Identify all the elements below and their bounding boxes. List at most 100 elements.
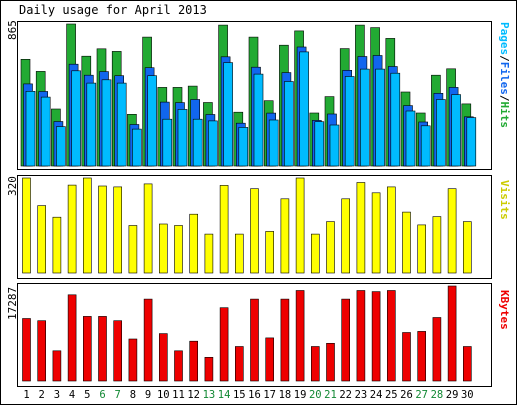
x-tick-label-25: 25 <box>385 389 398 401</box>
visits-bar-23 <box>356 182 366 274</box>
x-tick-label-15: 15 <box>233 389 246 401</box>
pages-bar-8 <box>132 128 142 167</box>
pages-bar-27 <box>420 125 431 167</box>
visits-bar-26 <box>402 211 411 274</box>
x-tick-label-10: 10 <box>157 389 170 401</box>
kbytes-bar-6 <box>98 316 107 382</box>
kbytes-bar-5 <box>83 316 92 382</box>
visits-bar-8 <box>128 225 138 274</box>
visits-bar-17 <box>265 231 275 274</box>
kbytes-bar-11 <box>174 350 183 382</box>
pages-bar-17 <box>268 119 279 167</box>
kbytes-bar-17 <box>265 337 275 382</box>
x-tick-label-12: 12 <box>187 389 200 401</box>
kbytes-bar-16 <box>250 298 259 382</box>
pages-bar-18 <box>284 81 294 167</box>
visits-bar-4 <box>67 184 77 274</box>
visits-bar-27 <box>417 224 427 274</box>
pages-bar-6 <box>101 79 112 167</box>
visits-bar-12 <box>189 213 198 274</box>
x-tick-label-21: 21 <box>324 389 337 401</box>
kbytes-bar-30 <box>462 346 472 382</box>
visits-bar-13 <box>204 233 214 274</box>
pages-bar-16 <box>253 73 264 167</box>
x-tick-label-4: 4 <box>69 389 75 401</box>
x-tick-label-14: 14 <box>218 389 231 401</box>
kbytes-bar-28 <box>432 317 442 382</box>
pages-bar-28 <box>436 99 446 167</box>
pages-bar-25 <box>390 72 401 167</box>
pages-bar-9 <box>147 75 157 167</box>
chart-title: Daily usage for April 2013 <box>19 3 207 17</box>
kbytes-bar-18 <box>280 298 290 382</box>
kbytes-bar-23 <box>356 290 366 382</box>
visits-bar-15 <box>235 233 244 274</box>
visits-bar-2 <box>37 205 47 274</box>
kbytes-bar-12 <box>189 340 198 382</box>
x-tick-label-24: 24 <box>370 389 383 401</box>
visits-bar-11 <box>174 225 183 274</box>
x-tick-label-13: 13 <box>203 389 216 401</box>
x-tick-label-17: 17 <box>263 389 276 401</box>
x-tick-label-30: 30 <box>461 389 474 401</box>
pages-bar-11 <box>177 109 188 167</box>
x-tick-label-22: 22 <box>339 389 352 401</box>
visits-bar-10 <box>159 223 168 274</box>
pages-bar-7 <box>116 82 127 167</box>
kbytes-bar-19 <box>295 290 305 382</box>
kbytes-bar-22 <box>341 298 351 382</box>
kbytes-bar-26 <box>402 332 411 382</box>
visits-bar-6 <box>98 185 107 274</box>
pages-bar-10 <box>162 118 173 167</box>
x-tick-label-6: 6 <box>99 389 105 401</box>
pages-bar-13 <box>208 120 218 167</box>
pages-bar-21 <box>329 124 340 167</box>
visits-bar-18 <box>280 198 290 274</box>
x-tick-label-11: 11 <box>172 389 185 401</box>
visits-bar-16 <box>250 188 259 274</box>
kbytes-bar-20 <box>310 346 320 382</box>
kbytes-bar-2 <box>37 320 47 382</box>
visits-bar-22 <box>341 198 351 274</box>
kbytes-bar-4 <box>67 294 77 382</box>
pages-bar-3 <box>56 126 66 167</box>
visits-bar-28 <box>432 216 442 274</box>
x-tick-label-2: 2 <box>39 389 45 401</box>
x-tick-label-1: 1 <box>23 389 29 401</box>
kbytes-bar-24 <box>371 291 381 382</box>
pages-bar-22 <box>344 76 355 167</box>
kbytes-bar-29 <box>447 285 457 382</box>
x-tick-label-28: 28 <box>431 389 444 401</box>
pages-bar-26 <box>405 110 416 167</box>
visits-bar-14 <box>219 185 229 274</box>
pages-bar-2 <box>40 96 51 167</box>
pages-bar-5 <box>86 82 97 167</box>
pages-bar-30 <box>466 117 477 167</box>
kbytes-bar-3 <box>52 350 62 382</box>
x-tick-label-3: 3 <box>54 389 60 401</box>
kbytes-bar-15 <box>235 346 244 382</box>
kbytes-bar-14 <box>219 307 229 382</box>
x-tick-label-26: 26 <box>400 389 413 401</box>
x-tick-label-16: 16 <box>248 389 261 401</box>
pages-bar-24 <box>375 68 385 167</box>
visits-bar-24 <box>371 192 381 274</box>
pages-bar-23 <box>360 68 370 167</box>
visits-bar-20 <box>310 233 320 274</box>
pages-bar-29 <box>451 94 461 167</box>
pages-bar-12 <box>192 118 203 167</box>
visits-bar-29 <box>447 188 457 274</box>
x-tick-label-23: 23 <box>355 389 368 401</box>
kbytes-bar-1 <box>22 318 31 382</box>
visits-bar-3 <box>52 216 62 274</box>
kbytes-bar-27 <box>417 331 427 382</box>
x-tick-label-9: 9 <box>145 389 151 401</box>
x-tick-label-5: 5 <box>84 389 90 401</box>
x-tick-label-20: 20 <box>309 389 322 401</box>
kbytes-bar-7 <box>113 320 122 382</box>
x-tick-label-27: 27 <box>415 389 428 401</box>
visits-bar-5 <box>83 177 92 274</box>
kbytes-bar-21 <box>326 342 335 382</box>
x-tick-label-29: 29 <box>446 389 459 401</box>
